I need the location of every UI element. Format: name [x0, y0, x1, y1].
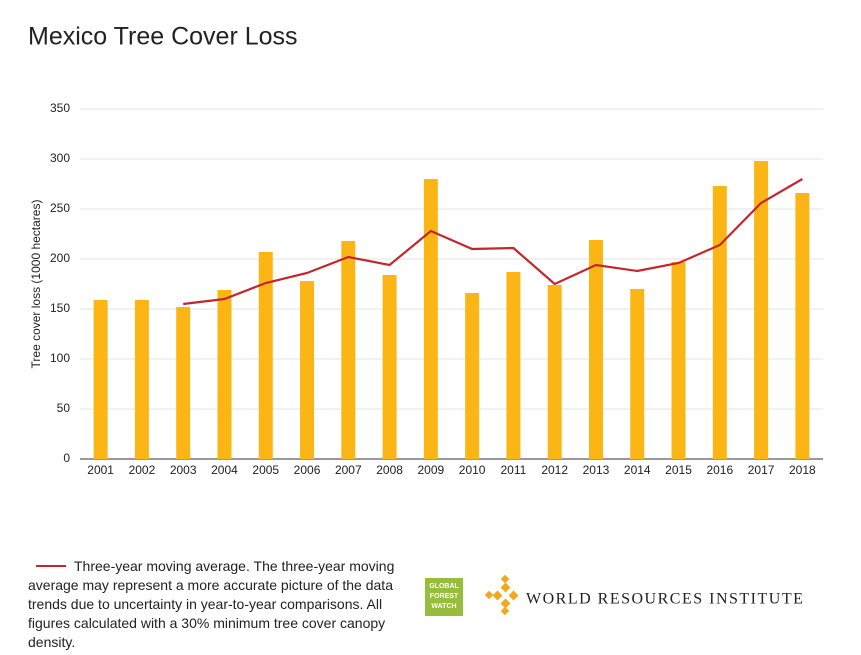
- bar: [93, 300, 108, 459]
- bar: [423, 179, 438, 459]
- x-tick-label: 2011: [501, 463, 527, 477]
- y-tick-label: 350: [50, 101, 70, 115]
- y-tick-label: 250: [50, 201, 70, 215]
- bar: [465, 293, 480, 459]
- legend: Three-year moving average. The three-yea…: [28, 557, 408, 652]
- y-tick-label: 200: [50, 251, 70, 265]
- bar: [176, 307, 191, 459]
- x-tick-label: 2015: [665, 463, 692, 477]
- gfw-logo-text: WATCH: [431, 603, 456, 610]
- bar: [712, 186, 727, 459]
- note: The three-year moving average may repres…: [28, 558, 395, 650]
- x-tick-label: 2005: [252, 463, 279, 477]
- y-tick-label: 100: [50, 351, 70, 365]
- x-tick-label: 2012: [541, 463, 568, 477]
- x-tick-label: 2010: [459, 463, 486, 477]
- gfw-logo-text: FOREST: [430, 593, 459, 600]
- bar: [588, 240, 603, 459]
- bar: [382, 275, 397, 459]
- x-tick-label: 2003: [170, 463, 197, 477]
- bar: [754, 161, 769, 459]
- bar: [506, 272, 521, 459]
- gfw-logo-text: GLOBAL: [429, 583, 459, 590]
- y-tick-label: 50: [57, 401, 71, 415]
- bar: [671, 262, 686, 459]
- bar: [258, 252, 273, 459]
- x-tick-label: 2018: [789, 463, 816, 477]
- bar: [217, 290, 232, 459]
- x-tick-label: 2009: [418, 463, 445, 477]
- y-axis-label: Tree cover loss (1000 hectares): [29, 200, 43, 369]
- x-tick-label: 2002: [129, 463, 156, 477]
- x-tick-label: 2017: [748, 463, 775, 477]
- legend-label: Three-year moving average.: [74, 558, 250, 574]
- bar: [341, 241, 356, 459]
- bar: [134, 300, 149, 459]
- wri-icon: [484, 574, 519, 616]
- x-tick-label: 2008: [376, 463, 403, 477]
- x-tick-label: 2004: [211, 463, 238, 477]
- legend-swatch: [36, 564, 66, 567]
- y-tick-label: 150: [50, 301, 70, 315]
- bar: [547, 285, 562, 459]
- moving-average-line: [183, 178, 803, 306]
- bar: [630, 289, 645, 459]
- x-tick-label: 2014: [624, 463, 651, 477]
- bar: [795, 193, 810, 459]
- bar: [300, 281, 315, 459]
- x-tick-label: 2013: [583, 463, 610, 477]
- x-tick-label: 2016: [706, 463, 733, 477]
- x-tick-label: 2006: [294, 463, 321, 477]
- x-tick-label: 2001: [87, 463, 114, 477]
- y-tick-label: 300: [50, 151, 70, 165]
- x-tick-label: 2007: [335, 463, 362, 477]
- wri-logo-text: WORLD RESOURCES INSTITUTE: [526, 591, 804, 608]
- gfw-logo: [425, 578, 463, 616]
- chart-title: Mexico Tree Cover Loss: [28, 23, 298, 51]
- y-tick-label: 0: [63, 451, 70, 465]
